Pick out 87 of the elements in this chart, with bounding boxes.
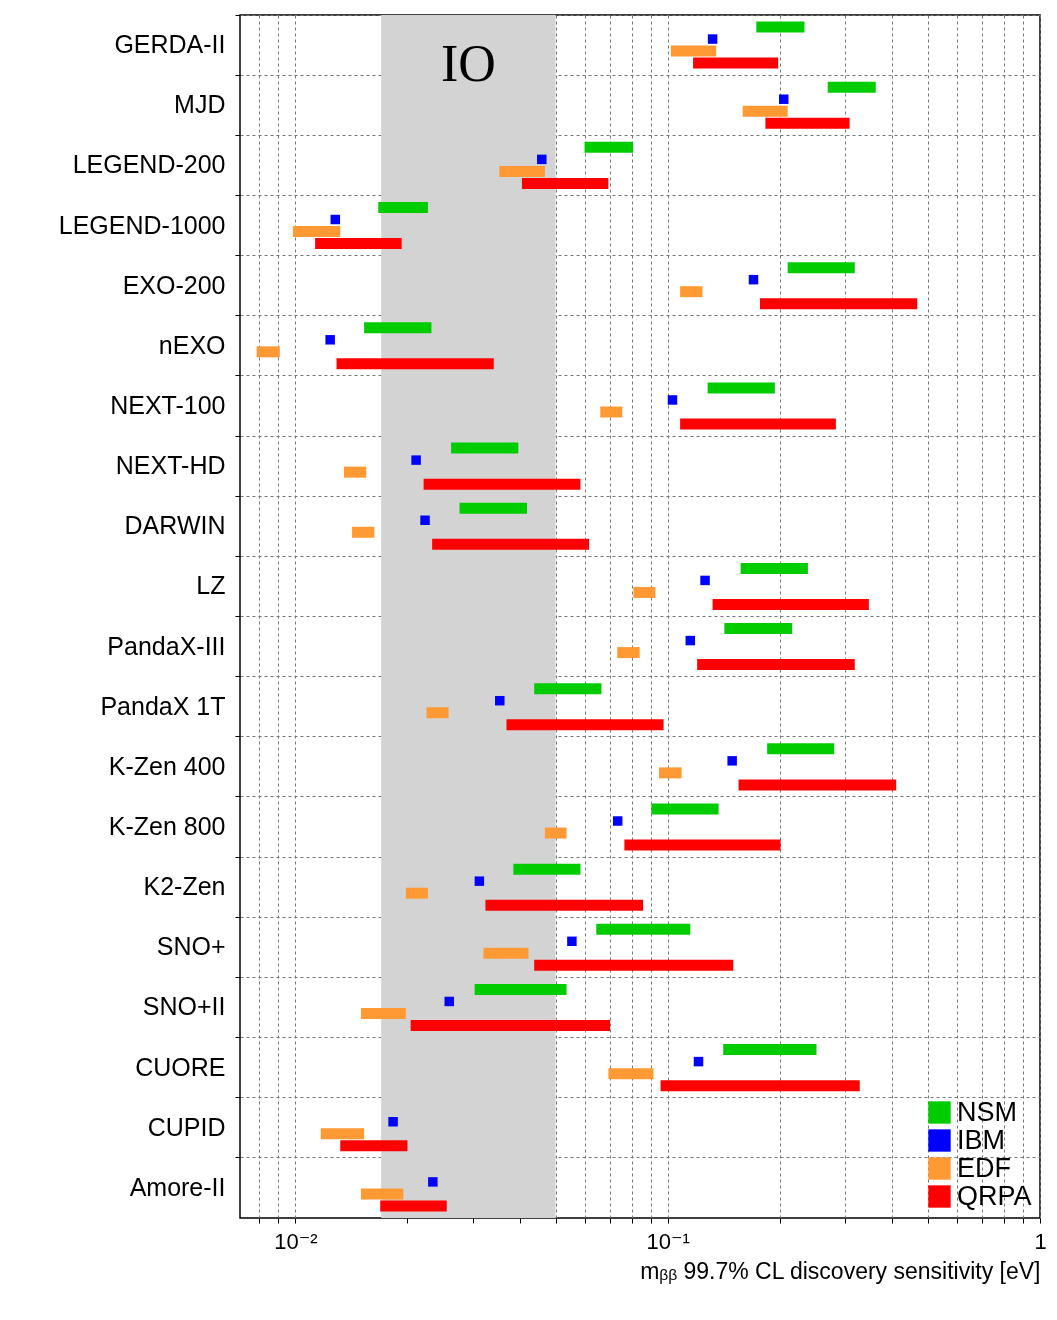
bar: [827, 81, 876, 93]
y-tick-label: PandaX-III: [107, 631, 226, 660]
bar: [659, 767, 682, 779]
bar: [723, 1044, 817, 1056]
bar: [660, 1080, 860, 1092]
bar: [360, 1188, 404, 1200]
y-tick-label: nEXO: [158, 330, 226, 359]
bar: [336, 358, 494, 370]
bar: [651, 803, 719, 815]
bar: [742, 105, 788, 117]
bar: [426, 707, 449, 719]
y-tick-label: CUORE: [135, 1052, 226, 1081]
bar: [693, 57, 779, 69]
legend-label: QRPA: [957, 1180, 1032, 1211]
bar: [738, 779, 897, 791]
bar: [760, 298, 918, 310]
bar: [451, 442, 519, 454]
bar: [343, 466, 367, 478]
bar: [787, 262, 855, 274]
bar: [756, 21, 805, 33]
bar: [767, 743, 835, 755]
bar: [596, 923, 691, 935]
bar: [617, 647, 640, 659]
bar: [405, 887, 428, 899]
y-tick-label: LEGEND-1000: [58, 210, 226, 239]
x-tick-label: 1: [1034, 1228, 1047, 1254]
bar: [483, 947, 529, 959]
y-tick-label: DARWIN: [124, 511, 226, 540]
bar: [485, 899, 644, 911]
legend-label: IBM: [957, 1124, 1006, 1155]
bar: [740, 562, 808, 574]
bar: [378, 201, 428, 213]
x-tick-label: 10⁻¹: [646, 1228, 690, 1254]
bar: [680, 418, 836, 430]
x-tick-label: 10⁻²: [274, 1228, 318, 1254]
bar: [340, 1140, 408, 1152]
bar: [432, 538, 590, 550]
bar: [544, 827, 567, 839]
bar: [292, 226, 341, 238]
bar: [670, 45, 717, 57]
bar: [765, 117, 850, 129]
bar: [534, 683, 602, 695]
y-tick-label: K-Zen 800: [108, 812, 226, 841]
bar: [474, 983, 567, 995]
bar: [633, 586, 656, 598]
bar: [410, 1020, 611, 1032]
bar: [712, 598, 869, 610]
bar: [380, 1200, 447, 1212]
bar: [600, 406, 623, 418]
y-tick-label: NEXT-100: [110, 390, 226, 419]
y-tick-label: K2-Zen: [143, 872, 226, 901]
bar: [320, 1128, 365, 1140]
bar: [521, 177, 609, 189]
y-tick-label: CUPID: [147, 1112, 226, 1141]
bar: [256, 346, 280, 358]
bar: [506, 719, 664, 731]
bar: [584, 141, 634, 153]
bar: [459, 502, 528, 514]
y-tick-label: PandaX 1T: [100, 691, 226, 720]
y-tick-label: GERDA-II: [114, 30, 226, 59]
bar: [364, 322, 432, 334]
y-tick-label: SNO+: [156, 932, 226, 961]
y-tick-label: SNO+II: [142, 992, 226, 1021]
bar: [499, 165, 545, 177]
bar: [707, 382, 775, 394]
y-tick-label: MJD: [174, 90, 226, 119]
x-axis-title: mᵦᵦ 99.7% CL discovery sensitivity [eV]: [640, 1257, 1041, 1284]
y-tick-label: Amore-II: [129, 1172, 226, 1201]
y-tick-label: LZ: [196, 571, 226, 600]
bar: [360, 1007, 406, 1019]
bar: [680, 286, 703, 298]
bar: [513, 863, 581, 875]
y-tick-label: NEXT-HD: [115, 451, 226, 480]
bar: [315, 238, 402, 250]
y-tick-label: EXO-200: [122, 270, 226, 299]
band-label: IO: [440, 35, 496, 92]
y-tick-label: K-Zen 400: [108, 751, 226, 780]
bar: [423, 478, 581, 490]
bar: [724, 623, 793, 635]
legend-label: EDF: [957, 1152, 1011, 1183]
legend-label: NSM: [957, 1096, 1017, 1127]
y-tick-label: LEGEND-200: [72, 150, 226, 179]
bar: [608, 1068, 654, 1080]
bar: [352, 526, 375, 538]
bar: [534, 959, 734, 971]
bar: [697, 659, 855, 671]
bar: [624, 839, 781, 851]
